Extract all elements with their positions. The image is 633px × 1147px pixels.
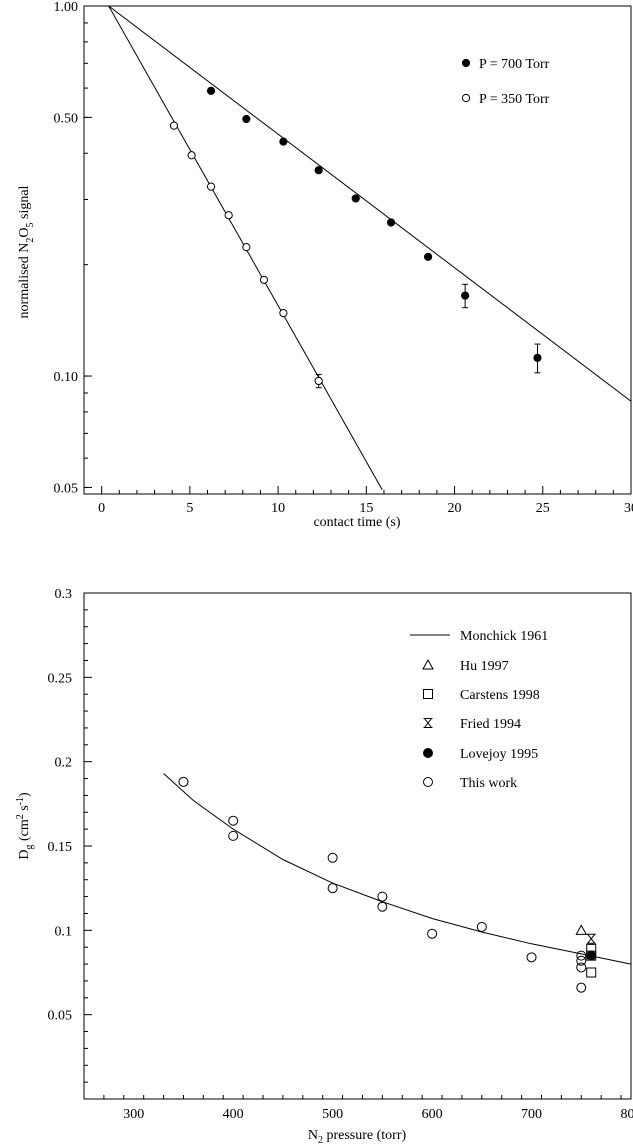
legend-label-350-torr: P = 350 Torr	[479, 92, 550, 107]
point-350-torr	[314, 376, 323, 386]
x-tick-label: 20	[448, 501, 462, 516]
point-this-work	[228, 815, 239, 826]
x-tick-label: 800	[621, 1107, 633, 1122]
x-axis-label-bottom: N2 pressure (torr)	[308, 1128, 407, 1146]
legend-marker-hu	[422, 658, 434, 670]
point-this-work	[228, 830, 239, 841]
y-tick-label: 0.05	[54, 481, 79, 496]
legend-label-700-torr: P = 700 Torr	[479, 57, 550, 72]
point-this-work	[576, 955, 587, 966]
point-this-work	[427, 928, 438, 939]
legend-marker-350-torr	[461, 93, 471, 103]
x-tick-label: 30	[624, 501, 633, 516]
point-350-torr	[224, 211, 233, 220]
point-700-torr	[279, 137, 288, 146]
point-lovejoy-1995	[586, 950, 597, 961]
x-tick-label: 25	[536, 501, 550, 516]
axis-ticks-bottom: 300 400 500 600 700 800 0.05 0.1 0.15 0.2 0.25 0.3	[48, 587, 633, 1122]
fit-line-700-torr	[108, 5, 632, 402]
point-this-work	[476, 921, 487, 932]
point-700-torr	[206, 86, 216, 95]
point-this-work	[377, 901, 388, 912]
legend-top: P = 700 Torr P = 350 Torr	[461, 57, 550, 107]
point-350-torr	[169, 121, 179, 130]
y-axis-label-top: normalised N2O5 signal	[17, 185, 36, 318]
point-700-torr	[242, 114, 251, 124]
point-this-work	[576, 950, 587, 961]
point-this-work	[576, 962, 587, 973]
point-this-work	[526, 952, 537, 963]
legend-bottom: Monchick 1961 Hu 1997 Carstens 1998 Frie…	[410, 629, 548, 791]
point-fried-1994	[586, 933, 596, 944]
point-this-work	[377, 891, 388, 902]
legend-label-monchick: Monchick 1961	[460, 629, 548, 644]
point-hu-1997	[575, 924, 588, 935]
y-tick-label: 0.3	[55, 587, 73, 602]
point-350-torr	[206, 182, 216, 191]
chart-top: 0 5 10 15 20 25 30 0.05 0.10 0.50 1.00 contact tim…	[17, 0, 633, 530]
point-700-torr	[461, 291, 470, 300]
point-350-torr	[242, 243, 251, 252]
legend-marker-carstens	[423, 689, 433, 699]
y-tick-label: 0.2	[55, 756, 73, 771]
x-tick-label: 15	[359, 501, 373, 516]
chart-bottom: 3004005006007008000.050.10.150.20.250.3 …	[15, 587, 633, 1146]
data-points-bottom	[178, 776, 597, 993]
x-tick-label: 0	[98, 501, 105, 516]
legend-label-fried: Fried 1994	[460, 717, 521, 732]
legend-marker-this-work	[423, 777, 433, 787]
point-700-torr	[533, 353, 542, 362]
point-carstens-1998	[586, 967, 597, 978]
point-350-torr	[187, 151, 196, 160]
data-points-top	[169, 86, 542, 389]
point-700-torr	[351, 194, 360, 203]
monchick-1961-line	[163, 773, 632, 965]
y-tick-label: 0.1	[55, 924, 73, 939]
y-tick-label: 0.05	[48, 1009, 73, 1024]
point-700-torr	[423, 252, 433, 261]
point-700-torr	[386, 218, 396, 227]
point-350-torr	[259, 275, 269, 284]
y-tick-label: 0.15	[48, 840, 73, 855]
point-700-torr	[314, 166, 323, 175]
x-tick-label: 300	[123, 1107, 144, 1122]
y-axis-label-bottom: Dg (cm2 s-1)	[15, 792, 35, 860]
x-tick-label: 700	[521, 1107, 542, 1122]
y-tick-label: 0.10	[54, 370, 79, 385]
x-tick-label: 5	[186, 501, 193, 516]
x-tick-label: 500	[322, 1107, 343, 1122]
legend-label-this-work: This work	[460, 776, 517, 791]
x-tick-label: 600	[422, 1107, 443, 1122]
y-tick-label: 0.25	[48, 671, 73, 686]
point-this-work	[178, 776, 189, 787]
legend-marker-fried	[423, 718, 433, 728]
fit-lines-top	[108, 5, 632, 490]
monchick-curve	[163, 773, 632, 965]
x-tick-label: 400	[223, 1107, 244, 1122]
x-axis-label-top: contact time (s)	[313, 515, 400, 530]
legend-marker-700-torr	[461, 58, 471, 68]
legend-label-lovejoy: Lovejoy 1995	[460, 747, 538, 762]
legend-label-hu: Hu 1997	[460, 659, 509, 674]
legend-marker-lovejoy	[423, 748, 433, 758]
point-this-work	[327, 852, 338, 863]
plot-frame-bottom	[83, 592, 632, 1100]
point-350-torr	[279, 308, 288, 318]
axis-ticks-top: 0 5 10 15 20 25 30 0.05 0.10 0.50 1.00	[54, 0, 633, 516]
x-tick-label: 10	[271, 501, 285, 516]
y-tick-label: 1.00	[54, 0, 79, 15]
plot-frame-top	[83, 5, 632, 495]
point-this-work	[576, 982, 587, 993]
point-this-work	[327, 883, 338, 894]
y-tick-label: 0.50	[54, 111, 79, 126]
legend-label-carstens: Carstens 1998	[460, 688, 540, 703]
